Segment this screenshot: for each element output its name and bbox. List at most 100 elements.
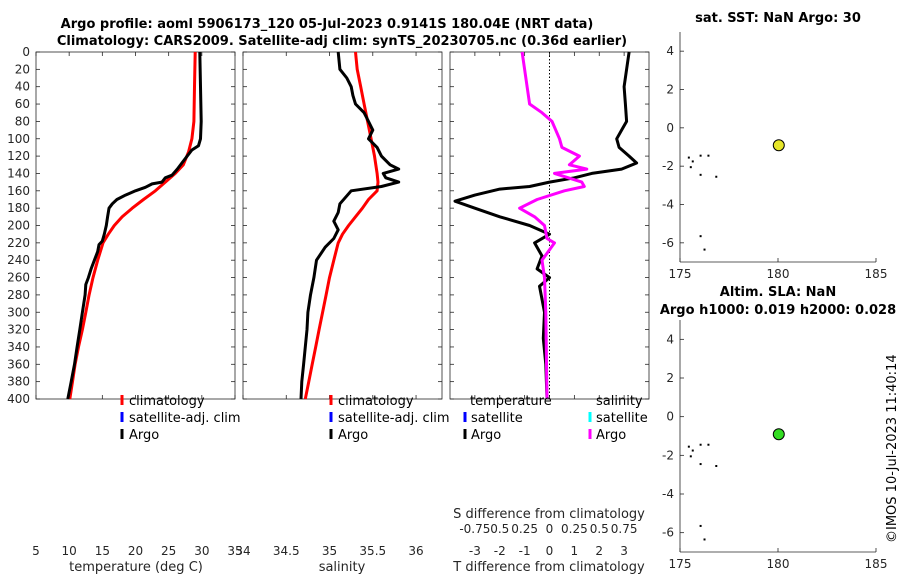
y-tick-label: 320 [7,323,30,337]
x-tick-label: 35.5 [359,544,386,558]
legend-label-t-satellite: satellite [471,411,523,426]
y-tick-label: 80 [15,114,30,128]
x-tick-label-secondary: -0.75 [459,522,490,536]
side-x-tick-label: 185 [865,267,888,281]
x-tick-label: -2 [494,544,506,558]
coastline-dot [699,235,702,238]
coastline-dot [715,175,718,178]
temperature-axes [35,51,236,400]
y-tick-label: 60 [15,97,30,111]
side-y-tick-label: -6 [662,526,674,540]
x-tick-label: 2 [595,544,603,558]
y-tick-label: 240 [7,253,30,267]
salinity-legend: climatology satellite-adj. clim Argo [329,394,450,443]
coastline-dot [699,524,702,527]
temperature-legend: climatology satellite-adj. clim Argo [120,394,241,443]
diff-xlabel-top: S difference from climatology [453,507,645,522]
side-y-tick-label: -4 [662,487,674,501]
x-tick-label-secondary: 0.5 [490,522,509,536]
legend-label-t-argo: Argo [471,428,501,443]
sla-subtitle: Argo h1000: 0.019 h2000: 0.028 [660,303,896,318]
salinity-axes [242,51,443,400]
difference-axes [449,51,650,400]
y-tick-label: 160 [7,184,30,198]
side-y-tick-label: 4 [666,44,674,58]
coastline-dot [699,463,702,466]
salinity-xlabel: salinity [319,560,366,575]
x-tick-label: 25 [161,544,176,558]
x-tick-label: 5 [32,544,40,558]
y-tick-label: 300 [7,305,30,319]
y-tick-label: 0 [22,45,30,59]
coastline-dot [707,154,710,157]
x-tick-label: 35 [322,544,337,558]
series-argo [299,51,401,400]
x-tick-label-secondary: 0.25 [511,522,538,536]
series-argo [66,51,203,400]
legend-header-salinity: salinity [596,394,643,409]
coastline-dot [687,156,690,159]
series-argo-temperature-difference [453,51,639,400]
side-x-tick-label: 185 [865,557,888,571]
y-tick-label: 140 [7,166,30,180]
coastline-dot [689,455,692,458]
argo-position-marker-sst [772,139,785,152]
coastline-dot [691,160,694,163]
x-tick-label: 3 [620,544,628,558]
diff-xlabel: T difference from climatology [452,560,645,575]
x-tick-label-secondary: 0 [546,522,554,536]
x-tick-label: 10 [62,544,77,558]
y-tick-label: 20 [15,62,30,76]
legend-label-s-argo: Argo [596,428,626,443]
series-climatology [68,51,197,400]
y-tick-label: 200 [7,219,30,233]
y-tick-label: 380 [7,375,30,389]
x-tick-label: 34.5 [273,544,300,558]
legend-label-argo: Argo [129,428,159,443]
x-tick-label: 15 [95,544,110,558]
temperature-xlabel: temperature (deg C) [69,560,203,575]
x-tick-label: 30 [194,544,209,558]
coastline-dot [687,445,690,448]
main-title-line1: Argo profile: aoml 5906173_120 05-Jul-20… [61,17,594,32]
side-x-tick-label: 175 [669,557,692,571]
side-x-tick-label: 180 [767,267,790,281]
y-tick-label: 340 [7,340,30,354]
x-tick-label-secondary: 0.25 [561,522,588,536]
sst-title: sat. SST: NaN Argo: 30 [695,11,861,26]
y-tick-label: 40 [15,80,30,94]
y-tick-label: 280 [7,288,30,302]
side-y-tick-label: 2 [666,83,674,97]
difference-legend: temperature salinity satellite Argo sate… [463,394,648,443]
side-x-tick-label: 175 [669,267,692,281]
sla-title: Altim. SLA: NaN [720,285,836,300]
series-argo-salinity-difference [518,51,589,400]
side-x-tick-label: 180 [767,557,790,571]
coastline-dot [707,443,710,446]
side-y-tick-label: 2 [666,371,674,385]
coastline-dot [715,465,718,467]
legend-header-temperature: temperature [470,394,552,409]
x-tick-label: 36 [408,544,423,558]
x-tick-label: 34 [235,544,250,558]
argo-position-marker-sla [772,428,785,441]
side-y-tick-label: 0 [666,410,674,424]
coastline-dot [703,538,706,541]
y-tick-label: 400 [7,392,30,406]
y-tick-label: 100 [7,132,30,146]
legend-label-climatology: climatology [129,394,205,409]
coastline-dot [691,449,694,452]
x-tick-label: 20 [128,544,143,558]
y-tick-label: 180 [7,201,30,215]
side-y-tick-label: -4 [662,198,674,212]
side-y-tick-label: -2 [662,448,674,462]
legend-label-satellite: satellite-adj. clim [129,411,241,426]
side-y-tick-label: 0 [666,121,674,135]
legend-label-argo: Argo [338,428,368,443]
side-y-tick-label: 4 [666,332,674,346]
x-tick-label-secondary: 0.75 [611,522,638,536]
coastline-dot [699,154,702,157]
timestamp-stamp: ©IMOS 10-Jul-2023 11:40:14 [885,354,900,543]
x-tick-label: -3 [469,544,481,558]
